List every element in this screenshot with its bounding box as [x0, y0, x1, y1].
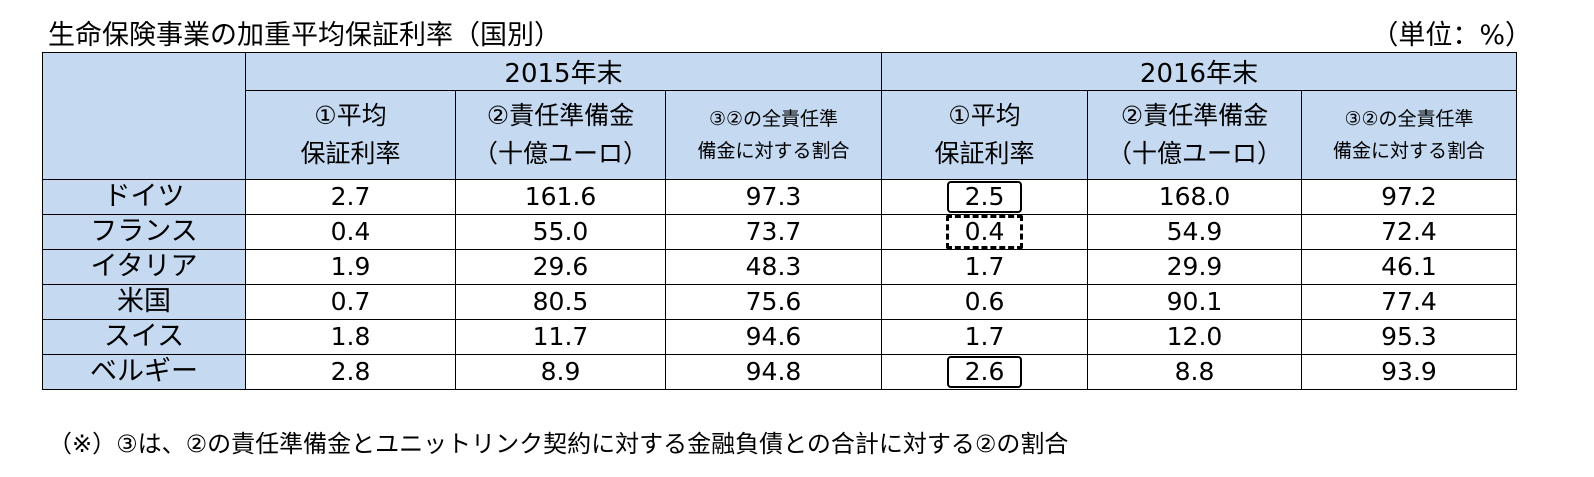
table-row: イタリア 1.9 29.6 48.3 1.7 29.9 46.1 — [42, 249, 1517, 285]
year-header-2016: 2016年末 — [881, 52, 1517, 91]
table-cell: 94.6 — [665, 319, 882, 355]
guaranteed-rate-table: 2015年末 2016年末 ①平均 保証利率 ②責任準備金 （十億ユーロ） ③②の全… — [42, 52, 1517, 390]
table-cell: 2.7 — [245, 179, 456, 215]
table-row: ベルギー 2.8 8.9 94.8 2.6 8.8 93.9 — [42, 354, 1517, 390]
table-cell: 95.3 — [1301, 319, 1517, 355]
highlight-box: 2.6 — [946, 356, 1023, 388]
table-cell: 55.0 — [455, 214, 666, 250]
table-cell: 11.7 — [455, 319, 666, 355]
dashed-highlight-box: 0.4 — [945, 215, 1024, 249]
table-cell: 48.3 — [665, 249, 882, 285]
year-header-2015: 2015年末 — [245, 52, 882, 91]
table-cell: 2.5 — [881, 179, 1088, 215]
table-cell: 94.8 — [665, 354, 882, 390]
col-avg-rate-2016: ①平均 保証利率 — [881, 90, 1088, 180]
table-row: スイス 1.8 11.7 94.6 1.7 12.0 95.3 — [42, 319, 1517, 355]
col-ratio-2015: ③②の全責任準 備金に対する割合 — [665, 90, 882, 180]
table-cell: 0.4 — [881, 214, 1088, 250]
table-title: 生命保険事業の加重平均保証利率（国別） — [48, 20, 561, 51]
table-cell: 8.8 — [1087, 354, 1302, 390]
table-cell: 77.4 — [1301, 284, 1517, 320]
footnote: （※）③は、②の責任準備金とユニットリンク契約に対する金融負債との合計に対する②… — [48, 430, 1069, 458]
table-cell: 54.9 — [1087, 214, 1302, 250]
country-label: ドイツ — [42, 179, 246, 215]
table-row: ドイツ 2.7 161.6 97.3 2.5 168.0 97.2 — [42, 179, 1517, 215]
table-cell: 46.1 — [1301, 249, 1517, 285]
table-row: 米国 0.7 80.5 75.6 0.6 90.1 77.4 — [42, 284, 1517, 320]
country-label: イタリア — [42, 249, 246, 285]
unit-label: （単位：%） — [1371, 20, 1532, 51]
table-cell: 1.8 — [245, 319, 456, 355]
country-label: ベルギー — [42, 354, 246, 390]
table-cell: 29.6 — [455, 249, 666, 285]
table-cell: 1.7 — [881, 249, 1088, 285]
highlight-box: 2.5 — [946, 181, 1023, 213]
table-cell: 12.0 — [1087, 319, 1302, 355]
table-cell: 161.6 — [455, 179, 666, 215]
table-cell: 2.6 — [881, 354, 1088, 390]
table-cell: 97.3 — [665, 179, 882, 215]
table-cell: 90.1 — [1087, 284, 1302, 320]
table-cell: 1.7 — [881, 319, 1088, 355]
col-reserves-2016: ②責任準備金 （十億ユーロ） — [1087, 90, 1302, 180]
country-label: 米国 — [42, 284, 246, 320]
table-cell: 0.6 — [881, 284, 1088, 320]
table-cell: 29.9 — [1087, 249, 1302, 285]
table-cell: 0.7 — [245, 284, 456, 320]
table-cell: 8.9 — [455, 354, 666, 390]
table-cell: 168.0 — [1087, 179, 1302, 215]
table-cell: 72.4 — [1301, 214, 1517, 250]
country-label: スイス — [42, 319, 246, 355]
table-cell: 93.9 — [1301, 354, 1517, 390]
table-cell: 80.5 — [455, 284, 666, 320]
table-cell: 2.8 — [245, 354, 456, 390]
table-cell: 75.6 — [665, 284, 882, 320]
corner-header — [42, 52, 246, 180]
col-ratio-2016: ③②の全責任準 備金に対する割合 — [1301, 90, 1517, 180]
table-cell: 97.2 — [1301, 179, 1517, 215]
col-reserves-2015: ②責任準備金 （十億ユーロ） — [455, 90, 666, 180]
col-avg-rate-2015: ①平均 保証利率 — [245, 90, 456, 180]
country-label: フランス — [42, 214, 246, 250]
table-cell: 73.7 — [665, 214, 882, 250]
table-cell: 0.4 — [245, 214, 456, 250]
table-row: フランス 0.4 55.0 73.7 0.4 54.9 72.4 — [42, 214, 1517, 250]
table-cell: 1.9 — [245, 249, 456, 285]
